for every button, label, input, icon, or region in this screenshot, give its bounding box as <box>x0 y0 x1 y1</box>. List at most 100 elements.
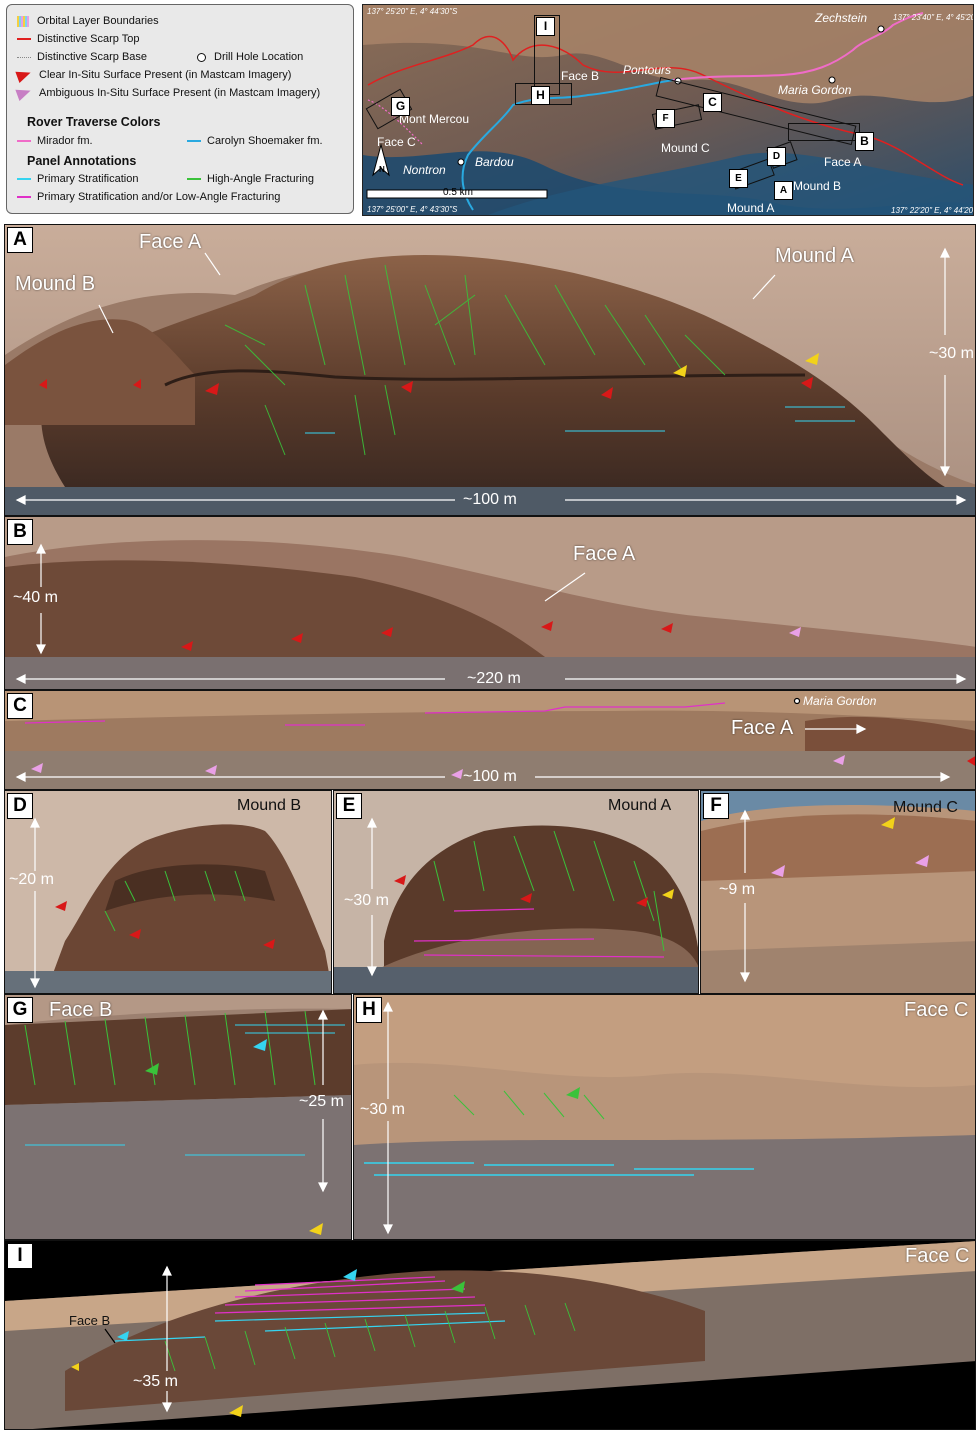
map-label-zechstein: Zechstein <box>815 11 868 25</box>
legend-orbital-layer: Orbital Layer Boundaries <box>17 13 159 29</box>
panel-i-title: Face C <box>905 1245 970 1267</box>
panel-i-height: ~35 m <box>133 1373 178 1390</box>
map-coord-top-right: 137° 23'40" E, 4° 45'20" <box>893 13 974 22</box>
map-label-mound-c: Mound C <box>661 141 710 155</box>
circle-icon <box>197 52 206 62</box>
map-box-label-c: C <box>703 93 722 112</box>
panel-i-label: I <box>7 1243 33 1269</box>
panel-a-photo <box>5 225 975 515</box>
legend-clear-in-situ: Clear In-Situ Surface Present (in Mastca… <box>15 66 291 84</box>
map-box-label-f: F <box>656 109 675 128</box>
panel-f: F Mound C ~9 m <box>700 790 976 994</box>
magenta-line-icon <box>17 196 31 198</box>
map-scale-label: 0.5 km <box>443 187 474 198</box>
panel-f-height: ~9 m <box>719 881 756 898</box>
pink-arrow-icon <box>15 84 33 102</box>
panel-c-maria-gordon: Maria Gordon <box>803 694 877 708</box>
panel-e-title: Mound A <box>608 797 672 814</box>
legend-primary-strat: Primary Stratification <box>17 171 138 187</box>
legend-ambiguous-in-situ: Ambiguous In-Situ Surface Present (in Ma… <box>15 84 320 102</box>
panel-h-label: H <box>356 997 382 1023</box>
red-line-icon <box>17 38 31 40</box>
panel-d: D Mound B ~20 m <box>4 790 332 994</box>
map-label-mont-mercou: Mont Mercou <box>399 112 470 126</box>
panel-g-height: ~25 m <box>299 1093 344 1110</box>
panel-a: A Face A Mound B Mound A ~30 m ~100 m <box>4 224 976 516</box>
panel-c-face-a: Face A <box>731 717 794 739</box>
red-arrow-icon <box>15 66 33 84</box>
panel-f-photo <box>701 791 975 993</box>
panel-b-width: ~220 m <box>467 670 521 687</box>
context-map: 137° 25'20" E, 4° 44'30"S 137° 23'40" E,… <box>362 4 974 216</box>
map-box-label-a: A <box>774 181 793 200</box>
legend-high-angle: High-Angle Fracturing <box>187 171 314 187</box>
map-box-label-i: I <box>536 17 555 36</box>
map-label-pontours: Pontours <box>623 63 672 77</box>
panel-g: G Face B ~25 m <box>4 994 352 1240</box>
panel-e-photo <box>334 791 698 993</box>
legend-box: Orbital Layer Boundaries Distinctive Sca… <box>6 4 354 214</box>
panel-f-label: F <box>703 793 729 819</box>
legend-low-angle: Primary Stratification and/or Low-Angle … <box>17 189 280 205</box>
map-box-label-e: E <box>729 169 748 188</box>
panel-a-height: ~30 m <box>929 345 974 362</box>
cyan-line-icon <box>17 178 31 180</box>
map-label-nontron: Nontron <box>403 163 446 177</box>
legend-mirador: Mirador fm. <box>17 133 93 149</box>
map-label-face-a: Face A <box>824 155 862 169</box>
panel-f-title: Mound C <box>893 799 958 816</box>
map-coord-bottom-right: 137° 22'20" E, 4° 44'20" <box>891 206 974 215</box>
panel-e-height: ~30 m <box>344 892 389 909</box>
map-box-label-b: B <box>855 132 874 151</box>
panel-g-title: Face B <box>49 999 113 1021</box>
panel-i-photo <box>5 1241 975 1429</box>
panel-b: B Face A ~40 m ~220 m <box>4 516 976 690</box>
map-north-label: N <box>379 165 385 174</box>
map-label-mound-b: Mound B <box>793 179 842 193</box>
map-box-b <box>788 123 860 141</box>
panel-h-photo <box>354 995 975 1239</box>
panel-b-label: B <box>7 519 33 545</box>
dotted-line-icon <box>17 56 31 58</box>
panel-i-face-b: Face B <box>69 1313 111 1328</box>
panel-b-height: ~40 m <box>13 589 58 606</box>
legend-rover-traverse-heading: Rover Traverse Colors <box>27 115 161 129</box>
map-label-maria-gordon: Maria Gordon <box>778 83 852 97</box>
panel-d-title: Mound B <box>237 797 302 814</box>
panel-e-label: E <box>336 793 362 819</box>
map-box-label-d: D <box>767 147 786 166</box>
panel-d-label: D <box>7 793 33 819</box>
panel-g-label: G <box>7 997 33 1023</box>
orbital-grid-icon <box>17 15 29 27</box>
panel-d-height: ~20 m <box>9 871 54 888</box>
legend-scarp-top: Distinctive Scarp Top <box>17 31 140 47</box>
panel-h: H Face C ~30 m <box>353 994 976 1240</box>
pink-line-icon <box>17 140 31 142</box>
blue-line-icon <box>187 140 201 142</box>
panel-a-face-a: Face A <box>139 231 202 253</box>
panel-a-label: A <box>7 227 33 253</box>
panel-c-photo <box>5 691 975 789</box>
green-line-icon <box>187 178 201 180</box>
panel-d-photo <box>5 791 331 993</box>
panel-c-label: C <box>7 693 33 719</box>
map-box-label-h: H <box>531 86 550 105</box>
panel-a-width: ~100 m <box>463 491 517 508</box>
map-label-face-b: Face B <box>561 69 600 83</box>
map-coord-bottom-left: 137° 25'00" E, 4° 43'30"S <box>367 205 458 214</box>
map-label-face-c: Face C <box>377 135 416 149</box>
map-coord-top-left: 137° 25'20" E, 4° 44'30"S <box>367 7 458 16</box>
panel-c: C Maria Gordon Face A ~100 m <box>4 690 976 790</box>
panel-a-mound-a: Mound A <box>775 245 854 267</box>
panel-h-height: ~30 m <box>360 1101 405 1118</box>
legend-panel-annotations-heading: Panel Annotations <box>27 154 137 168</box>
panel-g-photo <box>5 995 351 1239</box>
map-label-bardou: Bardou <box>475 155 514 169</box>
legend-scarp-base: Distinctive Scarp Base <box>17 49 147 65</box>
panel-c-width: ~100 m <box>463 768 517 785</box>
panel-i: I Face C Face B ~35 m <box>4 1240 976 1430</box>
panel-h-title: Face C <box>904 999 969 1021</box>
map-box-label-g: G <box>391 97 410 116</box>
legend-carolyn: Carolyn Shoemaker fm. <box>187 133 323 149</box>
panel-b-face-a: Face A <box>573 543 636 565</box>
